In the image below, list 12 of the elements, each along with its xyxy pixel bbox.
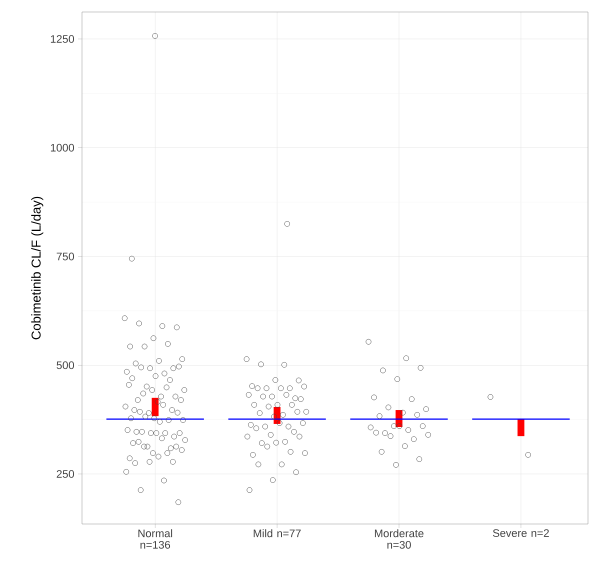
x-tick-label: Normal n=136	[138, 529, 172, 549]
x-tick-label: Severe n=2	[492, 529, 549, 537]
y-tick-label: 1000	[50, 144, 74, 152]
y-axis-title: Cobimetinib CL/F (L/day)	[31, 196, 44, 340]
y-tick-label: 750	[56, 252, 74, 260]
x-tick-label: Morderate n=30	[374, 529, 424, 549]
y-tick-label: 1250	[50, 35, 74, 43]
y-tick-label: 500	[56, 361, 74, 370]
bar	[152, 398, 159, 416]
x-tick-label: Mild n=77	[254, 529, 301, 538]
y-tick-label: 250	[56, 470, 74, 478]
bar	[518, 419, 524, 436]
